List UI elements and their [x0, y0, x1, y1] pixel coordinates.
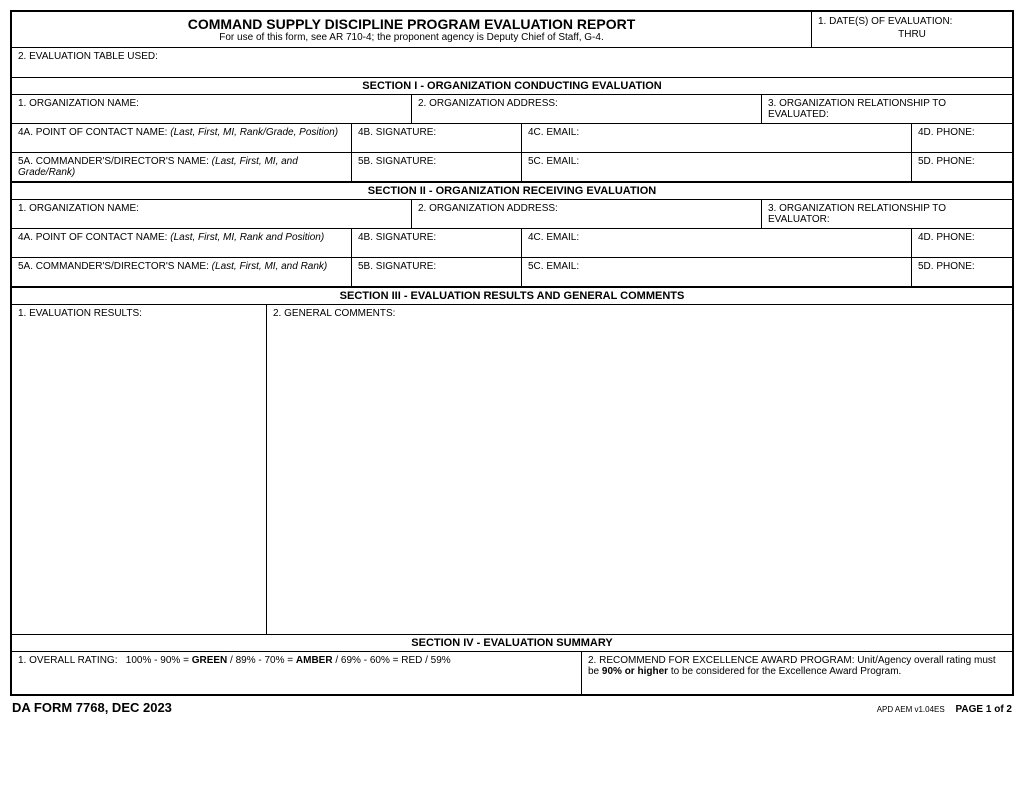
s2-cmdr-label: 5A. COMMANDER'S/DIRECTOR'S NAME: [18, 261, 212, 272]
s2-poc-email: 4C. EMAIL: [522, 229, 912, 257]
footer-apd: APD AEM v1.04ES [877, 705, 945, 714]
section2-row2: 4A. POINT OF CONTACT NAME: (Last, First,… [12, 229, 1012, 258]
s2-poc-name: 4A. POINT OF CONTACT NAME: (Last, First,… [12, 229, 352, 257]
form-container: COMMAND SUPPLY DISCIPLINE PROGRAM EVALUA… [10, 10, 1014, 696]
s1-poc-label: 4A. POINT OF CONTACT NAME: [18, 127, 170, 138]
s1-org-relationship: 3. ORGANIZATION RELATIONSHIP TO EVALUATE… [762, 95, 1012, 123]
s1-poc-signature: 4B. SIGNATURE: [352, 124, 522, 152]
s2-org-name: 1. ORGANIZATION NAME: [12, 200, 412, 228]
section4-header: SECTION IV - EVALUATION SUMMARY [12, 635, 1012, 652]
footer: DA FORM 7768, DEC 2023 APD AEM v1.04ES P… [10, 696, 1014, 715]
s1-poc-hint: (Last, First, MI, Rank/Grade, Position) [170, 127, 338, 138]
s2-cmdr-email: 5C. EMAIL: [522, 258, 912, 286]
s1-cmdr-phone: 5D. PHONE: [912, 153, 1012, 181]
s1-org-name: 1. ORGANIZATION NAME: [12, 95, 412, 123]
header-title-block: COMMAND SUPPLY DISCIPLINE PROGRAM EVALUA… [12, 12, 812, 47]
section2-row3: 5A. COMMANDER'S/DIRECTOR'S NAME: (Last, … [12, 258, 1012, 288]
section2-header: SECTION II - ORGANIZATION RECEIVING EVAL… [12, 183, 1012, 200]
s2-cmdr-name: 5A. COMMANDER'S/DIRECTOR'S NAME: (Last, … [12, 258, 352, 286]
s4-rating-prefix: 1. OVERALL RATING: 100% - 90% = [18, 655, 192, 666]
s4-recommend: 2. RECOMMEND FOR EXCELLENCE AWARD PROGRA… [582, 652, 1012, 694]
footer-form-id: DA FORM 7768, DEC 2023 [12, 700, 172, 715]
header-row: COMMAND SUPPLY DISCIPLINE PROGRAM EVALUA… [12, 12, 1012, 48]
s4-rating-green: GREEN [192, 655, 228, 666]
evaluation-table-used: 2. EVALUATION TABLE USED: [12, 48, 1012, 78]
footer-right: APD AEM v1.04ES PAGE 1 of 2 [877, 704, 1012, 715]
s3-general-comments: 2. GENERAL COMMENTS: [267, 305, 1012, 634]
section3-header: SECTION III - EVALUATION RESULTS AND GEN… [12, 288, 1012, 305]
form-subtitle: For use of this form, see AR 710-4; the … [16, 32, 807, 43]
s3-evaluation-results: 1. EVALUATION RESULTS: [12, 305, 267, 634]
section3-row: 1. EVALUATION RESULTS: 2. GENERAL COMMEN… [12, 305, 1012, 635]
s1-cmdr-email: 5C. EMAIL: [522, 153, 912, 181]
s4-rating-amber: AMBER [296, 655, 333, 666]
s2-cmdr-phone: 5D. PHONE: [912, 258, 1012, 286]
s2-org-address: 2. ORGANIZATION ADDRESS: [412, 200, 762, 228]
section1-row3: 5A. COMMANDER'S/DIRECTOR'S NAME: (Last, … [12, 153, 1012, 183]
section2-row1: 1. ORGANIZATION NAME: 2. ORGANIZATION AD… [12, 200, 1012, 229]
date-label: 1. DATE(S) OF EVALUATION: [818, 16, 1006, 27]
s1-cmdr-label: 5A. COMMANDER'S/DIRECTOR'S NAME: [18, 156, 212, 167]
s2-poc-label: 4A. POINT OF CONTACT NAME: [18, 232, 170, 243]
s4-rating-mid2: / 69% - 60% = RED / 59% [333, 655, 451, 666]
s1-poc-phone: 4D. PHONE: [912, 124, 1012, 152]
s4-rating-mid1: / 89% - 70% = [227, 655, 296, 666]
s2-cmdr-hint: (Last, First, MI, and Rank) [212, 261, 328, 272]
form-title: COMMAND SUPPLY DISCIPLINE PROGRAM EVALUA… [16, 16, 807, 32]
s2-poc-phone: 4D. PHONE: [912, 229, 1012, 257]
s1-poc-email: 4C. EMAIL: [522, 124, 912, 152]
section1-header: SECTION I - ORGANIZATION CONDUCTING EVAL… [12, 78, 1012, 95]
s2-poc-signature: 4B. SIGNATURE: [352, 229, 522, 257]
s4-recommend-suffix: to be considered for the Excellence Awar… [668, 666, 901, 677]
s4-overall-rating: 1. OVERALL RATING: 100% - 90% = GREEN / … [12, 652, 582, 694]
footer-page: PAGE 1 of 2 [956, 704, 1013, 715]
s2-org-relationship: 3. ORGANIZATION RELATIONSHIP TO EVALUATO… [762, 200, 1012, 228]
s1-cmdr-signature: 5B. SIGNATURE: [352, 153, 522, 181]
s1-cmdr-name: 5A. COMMANDER'S/DIRECTOR'S NAME: (Last, … [12, 153, 352, 181]
s1-poc-name: 4A. POINT OF CONTACT NAME: (Last, First,… [12, 124, 352, 152]
date-thru: THRU [818, 29, 1006, 40]
s2-cmdr-signature: 5B. SIGNATURE: [352, 258, 522, 286]
section1-row2: 4A. POINT OF CONTACT NAME: (Last, First,… [12, 124, 1012, 153]
s2-poc-hint: (Last, First, MI, Rank and Position) [170, 232, 324, 243]
section4-row: 1. OVERALL RATING: 100% - 90% = GREEN / … [12, 652, 1012, 694]
header-date-block: 1. DATE(S) OF EVALUATION: THRU [812, 12, 1012, 47]
s4-recommend-bold: 90% or higher [602, 666, 668, 677]
s1-org-address: 2. ORGANIZATION ADDRESS: [412, 95, 762, 123]
section1-row1: 1. ORGANIZATION NAME: 2. ORGANIZATION AD… [12, 95, 1012, 124]
